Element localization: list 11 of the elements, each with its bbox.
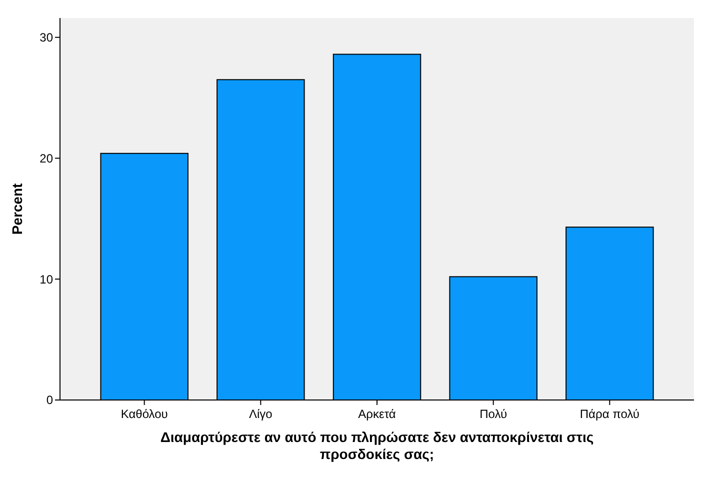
y-tick-label: 30 xyxy=(40,30,54,45)
x-tick-label: Πολύ xyxy=(480,407,508,421)
y-tick-label: 10 xyxy=(40,272,54,286)
x-axis-title: Διαμαρτύρεστε αν αυτό που πληρώσατε δεν ανταποκρίνεται στις προσδοκίες σας; xyxy=(160,429,594,462)
x-tick-label: Αρκετά xyxy=(358,407,396,421)
y-axis-title: Percent xyxy=(9,182,25,235)
y-tick-label: 20 xyxy=(40,151,54,166)
x-tick-label: Πάρα πολύ xyxy=(580,407,640,421)
x-tick-label: Καθόλου xyxy=(120,407,168,421)
y-tick-label: 0 xyxy=(46,393,54,408)
x-tick-label: Λίγο xyxy=(248,407,273,421)
